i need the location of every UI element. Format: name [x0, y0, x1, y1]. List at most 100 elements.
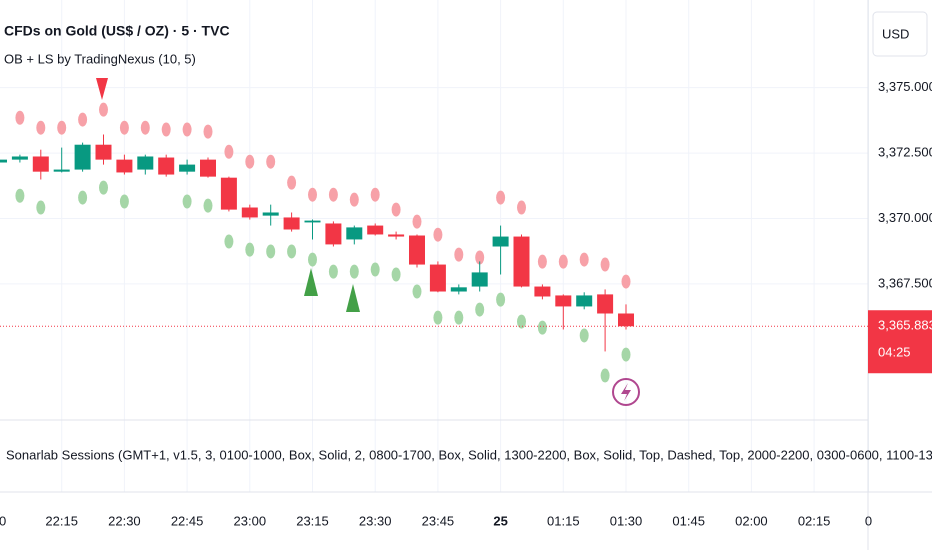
candle-body	[534, 286, 551, 297]
candle-body	[95, 144, 112, 160]
candle-body	[11, 156, 28, 160]
indicator-dot	[391, 202, 401, 217]
x-tick-label: 0	[865, 513, 872, 528]
alert-icon[interactable]	[612, 378, 640, 406]
indicator-dot	[119, 194, 129, 209]
marks	[0, 102, 634, 383]
indicator-dot	[266, 154, 276, 169]
alert-bolt	[621, 383, 631, 401]
candle-body	[32, 156, 49, 172]
indicator-dot	[203, 124, 213, 139]
candle-body	[618, 313, 634, 327]
indicator-dot	[224, 144, 234, 159]
x-tick-label: 25	[493, 513, 507, 528]
candle-body	[555, 295, 572, 307]
candle-body	[220, 177, 237, 210]
indicator-dot	[308, 252, 317, 267]
currency-box[interactable]	[872, 11, 928, 57]
indicator-dot	[412, 214, 422, 229]
indicator-dot	[15, 110, 25, 125]
countdown: 04:25	[878, 345, 911, 360]
buy-signal	[346, 284, 360, 312]
candle-body	[429, 264, 446, 292]
indicator-dot	[266, 244, 276, 259]
indicator-dot	[517, 314, 526, 329]
candle-body	[513, 236, 530, 287]
x-tick-label: 23:00	[234, 513, 267, 528]
indicator-dot	[140, 120, 150, 135]
x-tick-label: 02:15	[798, 513, 831, 528]
candle-body	[283, 217, 300, 230]
candle-body	[576, 295, 593, 307]
last-price-label: 3,365.883	[878, 318, 932, 333]
indicator-dot	[475, 302, 485, 317]
x-tick-label: 00	[0, 513, 6, 528]
indicator-dot	[537, 320, 547, 335]
candle-body	[262, 212, 279, 216]
indicator-dot	[224, 234, 234, 249]
indicator-dot	[475, 250, 485, 265]
indicator-dot	[182, 194, 192, 209]
y-tick-label: 3,372.500	[878, 145, 932, 160]
indicator-dot	[99, 180, 108, 195]
x-tick-label: 02:00	[735, 513, 768, 528]
indicator-dot	[537, 254, 547, 269]
currency: USD	[882, 26, 909, 41]
indicator-dot	[558, 254, 568, 269]
indicator-dot	[621, 274, 631, 289]
candle-body	[304, 220, 321, 223]
candle-body	[597, 294, 614, 314]
indicator-dot	[433, 227, 443, 242]
indicator-dot	[349, 192, 359, 207]
indicator-dot	[328, 187, 338, 202]
y-tick-label: 3,375.000	[878, 79, 932, 94]
x-tick-label: 22:30	[108, 513, 141, 528]
indicator-dot	[182, 122, 192, 137]
indicator-dot	[370, 187, 380, 202]
candle-body	[492, 236, 509, 247]
indicator-dot	[496, 292, 506, 307]
sell-signal	[96, 78, 108, 100]
indicator-dot	[517, 200, 526, 215]
indicator-dot	[57, 120, 67, 135]
x-tick-label: 23:30	[359, 513, 392, 528]
candle-body	[53, 169, 70, 172]
last-price-box	[868, 310, 932, 374]
indicator-dot	[370, 262, 380, 277]
x-tick-label: 22:15	[45, 513, 78, 528]
x-tick-label: 22:45	[171, 513, 204, 528]
candle-body	[367, 225, 384, 235]
indicator-dot	[600, 368, 610, 383]
lower-pane-label: Sonarlab Sessions (GMT+1, v1.5, 3, 0100-…	[6, 447, 932, 462]
candle-body	[241, 207, 258, 218]
indicator-dot	[36, 120, 46, 135]
buy-signal	[304, 268, 318, 296]
y-tick-label: 3,367.500	[878, 275, 932, 290]
y-tick-label: 3,370.000	[878, 210, 932, 225]
indicator-dot	[433, 310, 443, 325]
candle-body	[346, 227, 363, 240]
x-tick-label: 23:15	[296, 513, 329, 528]
candle-body	[0, 159, 7, 163]
indicator-dot	[15, 188, 25, 203]
indicator-dot	[391, 267, 401, 282]
indicator-dot	[99, 102, 108, 117]
candle-body	[471, 272, 488, 287]
indicator-dot	[412, 284, 422, 299]
indicator-dot	[579, 252, 589, 267]
chart-title: CFDs on Gold (US$ / OZ) · 5 · TVC	[4, 23, 230, 39]
indicator-dot	[287, 244, 297, 259]
indicator-dot	[161, 122, 171, 137]
indicator-dot	[245, 242, 255, 257]
candle-body	[116, 159, 133, 173]
indicator-dot	[349, 264, 359, 279]
candle-body	[325, 223, 342, 245]
indicator-label: OB + LS by TradingNexus (10, 5)	[4, 51, 196, 66]
candle-body	[137, 156, 154, 170]
indicator-dot	[454, 310, 464, 325]
x-tick-label: 01:15	[547, 513, 580, 528]
x-tick-label: 01:45	[672, 513, 705, 528]
indicator-dot	[78, 190, 88, 205]
